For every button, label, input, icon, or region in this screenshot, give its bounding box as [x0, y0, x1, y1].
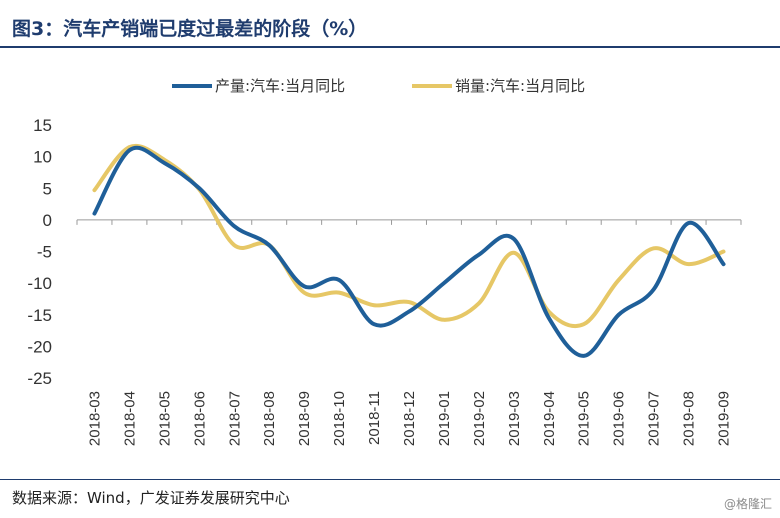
series-line-sales — [92, 143, 726, 329]
x-tick-label: 2018-04 — [121, 391, 138, 446]
legend-item-sales: 销量:汽车:当月同比 — [412, 77, 585, 95]
legend-label: 销量:汽车:当月同比 — [455, 77, 585, 95]
x-tick-label: 2019-08 — [681, 391, 698, 446]
chart-legend: 产量:汽车:当月同比 销量:汽车:当月同比 — [172, 77, 585, 95]
y-axis: 15 10 5 0 -5 -10 -15 -20 -25 — [27, 116, 52, 388]
legend-label: 产量:汽车:当月同比 — [215, 77, 345, 95]
title-divider — [0, 46, 780, 48]
x-tick-label: 2018-08 — [261, 391, 278, 446]
x-tick-label: 2018-03 — [86, 391, 103, 446]
x-tick-label: 2019-05 — [576, 391, 593, 446]
y-tick-label: -20 — [27, 337, 52, 356]
x-tick-label: 2018-09 — [296, 391, 313, 446]
x-tick-label: 2019-02 — [471, 391, 488, 446]
x-tick-label: 2018-12 — [401, 391, 418, 446]
x-tick-label: 2018-07 — [226, 391, 243, 446]
x-tick-label: 2019-03 — [506, 391, 523, 446]
y-tick-label: -15 — [27, 306, 52, 325]
legend-item-production: 产量:汽车:当月同比 — [172, 77, 345, 95]
x-tick-label: 2018-05 — [156, 391, 173, 446]
series-lines — [92, 143, 726, 358]
x-tick-label: 2018-06 — [191, 391, 208, 446]
x-tick-label: 2019-09 — [716, 391, 733, 446]
y-tick-label: -5 — [37, 243, 52, 262]
x-tick-label: 2018-11 — [366, 391, 383, 445]
y-tick-label: 5 — [43, 179, 52, 198]
watermark-text: @格隆汇 — [723, 497, 772, 511]
line-chart: 产量:汽车:当月同比 销量:汽车:当月同比 15 10 5 0 -5 -10 -15 -20 -2… — [27, 77, 742, 446]
data-source-note: 数据来源：Wind，广发证券发展研究中心 — [12, 489, 290, 507]
y-tick-label: 15 — [33, 116, 52, 135]
x-tick-label: 2019-07 — [646, 391, 663, 446]
y-tick-label: 10 — [33, 148, 52, 167]
x-tick-label: 2018-10 — [331, 391, 348, 446]
x-tick-label: 2019-06 — [611, 391, 628, 446]
x-axis: 2018-03 2018-04 2018-05 2018-06 2018-07 2018-… — [76, 219, 742, 446]
x-tick-label: 2019-04 — [541, 391, 558, 446]
series-line-production — [92, 145, 726, 358]
y-tick-label: -10 — [27, 274, 52, 293]
x-tick-label: 2019-01 — [436, 391, 453, 446]
footer-divider — [0, 479, 780, 480]
y-tick-label: -25 — [27, 369, 52, 388]
y-tick-label: 0 — [43, 211, 52, 230]
chart-title: 图3：汽车产销端已度过最差的阶段（%） — [12, 18, 368, 40]
